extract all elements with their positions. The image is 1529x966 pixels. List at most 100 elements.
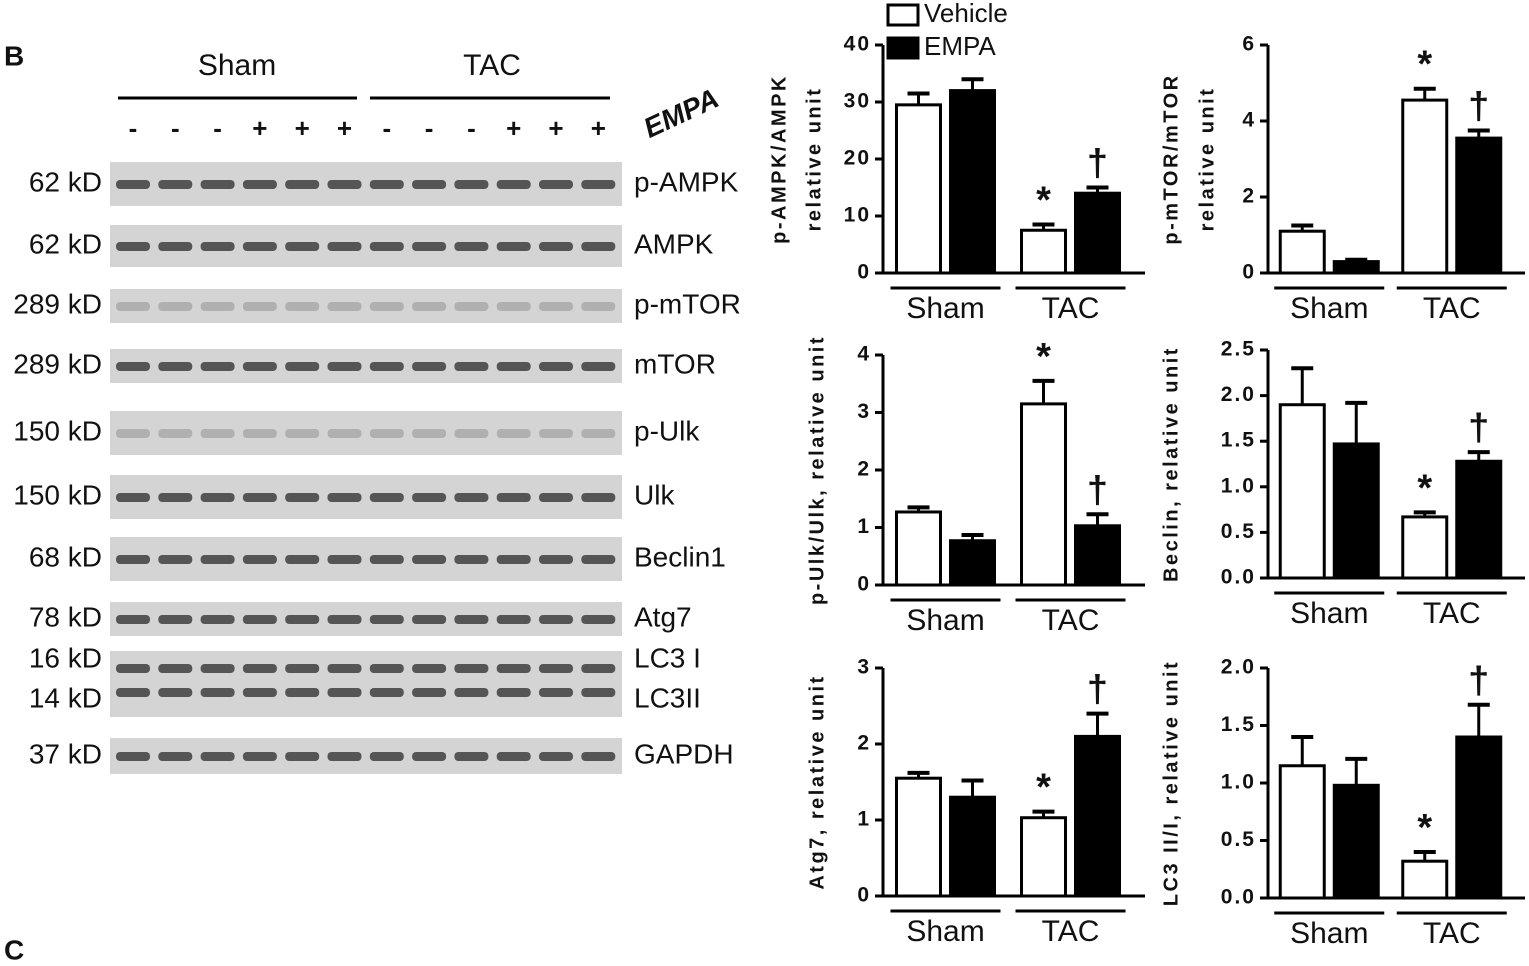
blot-band — [412, 493, 447, 502]
blot-band — [327, 429, 362, 438]
bar — [1401, 515, 1449, 580]
blot-band — [539, 688, 573, 697]
blot-band — [327, 302, 362, 311]
blot-band — [116, 302, 150, 311]
blot-band — [581, 688, 616, 697]
x-tick-label: TAC — [1423, 917, 1481, 950]
blot-band — [454, 302, 489, 311]
blot-band — [285, 362, 320, 371]
y-tick-label: 0.5 — [1221, 828, 1256, 851]
bar — [1278, 403, 1326, 580]
bar — [1278, 229, 1326, 275]
y-tick-label: 1 — [857, 515, 871, 538]
legend-swatch — [886, 3, 920, 27]
y-tick-label: 2.0 — [1221, 383, 1256, 406]
band-name: Atg7 — [634, 601, 692, 632]
x-tick-label: TAC — [1423, 597, 1481, 630]
blot-band — [158, 429, 193, 438]
bar — [949, 795, 996, 898]
band-size: 62 kD — [29, 228, 102, 259]
blot-band — [412, 615, 447, 624]
x-tick-label: Sham — [1290, 292, 1368, 325]
blot-band — [539, 493, 573, 502]
lane-sign: + — [548, 113, 563, 143]
blot-band — [539, 752, 573, 761]
blot-band — [496, 180, 531, 189]
blot-band — [454, 242, 489, 251]
blot-band — [285, 555, 320, 564]
bar — [949, 89, 996, 275]
blot-band — [200, 180, 235, 189]
significance-marker: † — [1468, 86, 1489, 128]
group-label: Sham — [198, 49, 276, 82]
y-tick-label: 1.5 — [1221, 429, 1256, 452]
bar — [1332, 442, 1380, 580]
blot-band — [454, 555, 489, 564]
bar — [1020, 816, 1067, 898]
band-name: LC3 I — [634, 642, 701, 673]
blot-band — [158, 493, 193, 502]
blot-band — [242, 242, 277, 251]
blot-band — [454, 180, 489, 189]
blot-strip — [110, 651, 622, 717]
blot-band — [581, 362, 616, 371]
y-tick-label: 0.5 — [1221, 520, 1256, 543]
band-name: LC3II — [634, 682, 701, 713]
blot-band — [496, 429, 531, 438]
blot-band — [285, 429, 320, 438]
blot-strip — [110, 602, 622, 636]
x-tick-label: Sham — [906, 604, 984, 637]
y-tick-label: 0 — [857, 261, 871, 284]
blot-band — [581, 664, 616, 673]
legend-swatch — [886, 36, 920, 60]
y-tick-label: 1 — [857, 808, 871, 831]
blot-band — [412, 664, 447, 673]
blot-strip — [110, 225, 622, 267]
blot-band — [327, 664, 362, 673]
y-tick-label: 0.0 — [1221, 886, 1256, 909]
bar — [895, 510, 942, 587]
band-name: p-mTOR — [634, 288, 741, 319]
blot-strip — [110, 349, 622, 383]
band-size: 16 kD — [29, 642, 102, 673]
blot-band — [581, 242, 616, 251]
lane-sign: - — [129, 113, 138, 143]
blot-band — [327, 362, 362, 371]
blot-band — [327, 688, 362, 697]
blot-band — [581, 429, 616, 438]
y-axis-label: relative unit — [803, 87, 825, 232]
bar — [1401, 98, 1449, 275]
band-name: p-Ulk — [634, 415, 700, 446]
blot-band — [369, 180, 404, 189]
significance-marker: † — [1468, 407, 1489, 449]
blot-band — [412, 242, 447, 251]
blot-band — [116, 362, 150, 371]
blot-band — [242, 429, 277, 438]
bar — [1332, 260, 1380, 275]
blot-band — [539, 242, 573, 251]
blot-band — [581, 302, 616, 311]
y-tick-label: 0 — [857, 884, 871, 907]
band-size: 289 kD — [13, 288, 102, 319]
blot-band — [200, 429, 235, 438]
x-tick-label: TAC — [1042, 292, 1100, 325]
bar — [1455, 136, 1503, 275]
blot-band — [369, 752, 404, 761]
band-size: 37 kD — [29, 738, 102, 769]
blot-strip — [110, 411, 622, 455]
significance-marker: * — [1036, 336, 1051, 378]
blot-band — [242, 362, 277, 371]
blot-band — [496, 302, 531, 311]
blot-band — [412, 752, 447, 761]
blot-band — [116, 429, 150, 438]
blot-band — [242, 664, 277, 673]
blot-band — [242, 493, 277, 502]
y-axis-label: LC3 II/I, relative unit — [1160, 660, 1182, 906]
blot-band — [539, 180, 573, 189]
blot-band — [285, 180, 320, 189]
bar — [1020, 228, 1067, 275]
blot-band — [327, 615, 362, 624]
y-tick-label: 20 — [844, 147, 871, 170]
blot-band — [158, 752, 193, 761]
blot-strip — [110, 738, 622, 774]
